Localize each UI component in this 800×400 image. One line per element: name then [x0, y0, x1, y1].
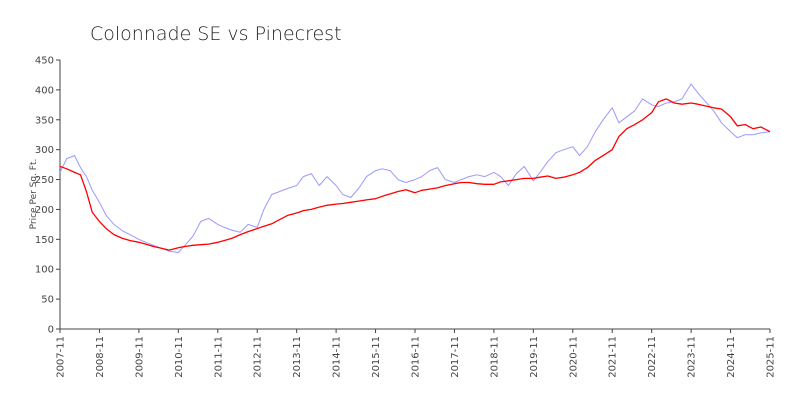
series-line-colonnade-se [59, 83, 771, 253]
x-tick-label: 2016-11 [411, 336, 422, 378]
x-tick-label: 2020-11 [568, 336, 579, 378]
y-ticks: 0 50 100 150 200 250 300 350 400 450 [35, 56, 60, 336]
x-tick-label: 2024-11 [726, 336, 737, 378]
x-tick-label: 2007-11 [56, 336, 67, 378]
x-tick-label: 2009-11 [134, 336, 145, 378]
y-tick-label: 0 [48, 325, 54, 336]
y-tick-label: 50 [41, 295, 54, 306]
x-tick-label: 2015-11 [371, 336, 382, 378]
x-tick-label: 2017-11 [450, 336, 461, 378]
y-tick-label: 400 [35, 85, 54, 96]
y-tick-label: 300 [35, 145, 54, 156]
chart-title: Colonnade SE vs Pinecrest [90, 23, 342, 45]
y-axis-label: Price Per Sq. Ft. [29, 159, 39, 230]
x-ticks: 2007-11 2008-11 2009-11 2010-11 2011-11 2012-… [56, 329, 777, 378]
x-tick-label: 2012-11 [253, 336, 264, 378]
y-tick-label: 100 [35, 265, 54, 276]
x-tick-label: 2013-11 [292, 336, 303, 378]
x-tick-label: 2021-11 [608, 336, 619, 378]
x-tick-label: 2019-11 [529, 336, 540, 378]
x-tick-label: 2025-11 [766, 336, 777, 378]
x-tick-label: 2018-11 [489, 336, 500, 378]
x-tick-label: 2022-11 [647, 336, 658, 378]
x-tick-label: 2008-11 [95, 336, 106, 378]
x-tick-label: 2011-11 [213, 336, 224, 378]
x-tick-label: 2023-11 [687, 336, 698, 378]
x-tick-label: 2014-11 [332, 336, 343, 378]
y-tick-label: 350 [35, 115, 54, 126]
series-layer [59, 83, 771, 253]
y-tick-label: 450 [35, 56, 54, 67]
y-tick-label: 250 [35, 175, 54, 186]
x-tick-label: 2010-11 [174, 336, 185, 378]
series-line-pinecrest [59, 98, 771, 251]
y-tick-label: 150 [35, 235, 54, 246]
y-tick-label: 200 [35, 205, 54, 216]
